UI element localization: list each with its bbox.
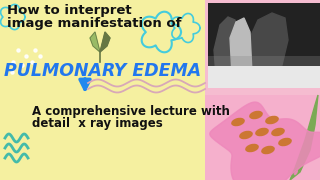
Bar xyxy=(208,66,320,88)
Bar xyxy=(205,0,320,95)
Ellipse shape xyxy=(261,146,275,154)
Ellipse shape xyxy=(265,116,279,124)
Ellipse shape xyxy=(231,118,245,126)
Polygon shape xyxy=(210,102,320,180)
Bar xyxy=(208,3,320,88)
Ellipse shape xyxy=(271,128,285,136)
Polygon shape xyxy=(290,95,318,180)
Ellipse shape xyxy=(245,144,259,152)
Ellipse shape xyxy=(249,111,263,119)
Text: How to interpret: How to interpret xyxy=(7,4,132,17)
Ellipse shape xyxy=(278,138,292,146)
Polygon shape xyxy=(244,13,288,86)
Polygon shape xyxy=(230,18,252,83)
Polygon shape xyxy=(90,32,100,52)
Text: A comprehensive lecture with: A comprehensive lecture with xyxy=(32,105,230,118)
Ellipse shape xyxy=(255,128,269,136)
Polygon shape xyxy=(100,32,110,52)
Text: PULMONARY EDEMA: PULMONARY EDEMA xyxy=(4,62,201,80)
Polygon shape xyxy=(212,17,238,85)
Bar xyxy=(205,95,320,180)
Bar xyxy=(208,56,320,66)
Ellipse shape xyxy=(239,131,253,139)
Text: detail  x ray images: detail x ray images xyxy=(32,117,163,130)
Text: image manifestation of: image manifestation of xyxy=(7,17,181,30)
